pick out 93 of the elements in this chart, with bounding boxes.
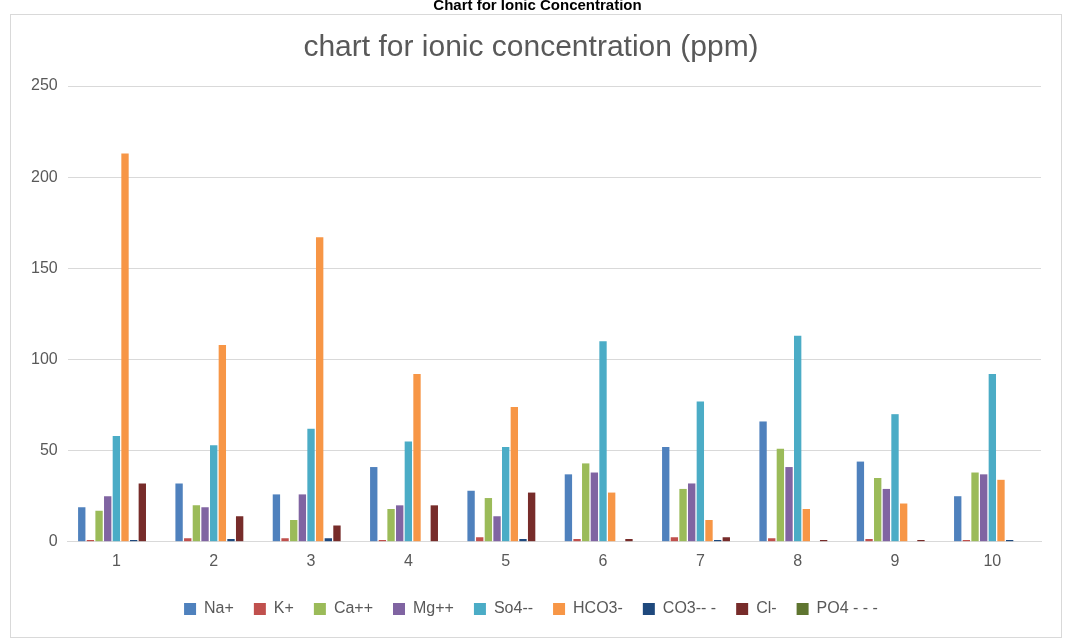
legend-label: PO4 - - - xyxy=(816,599,878,617)
bar xyxy=(988,374,997,542)
bar xyxy=(396,505,404,542)
y-tick-label: 200 xyxy=(30,167,58,185)
chart-subtitle: chart for ionic concentration (ppm) xyxy=(303,29,759,63)
bar xyxy=(785,467,793,542)
legend-label: CO3-- - xyxy=(662,599,717,617)
bar xyxy=(104,496,112,542)
bar xyxy=(696,401,705,542)
bar xyxy=(493,516,501,542)
bar xyxy=(794,335,802,542)
x-tick-label: 3 xyxy=(306,551,316,569)
y-tick-label: 50 xyxy=(39,441,58,459)
bar xyxy=(78,507,86,542)
bar xyxy=(476,537,484,542)
legend-label: HCO3- xyxy=(573,599,623,617)
bar xyxy=(201,507,209,542)
y-tick-label: 150 xyxy=(30,258,58,276)
bar xyxy=(625,539,633,542)
bar xyxy=(192,505,201,542)
bar xyxy=(272,494,281,542)
bar xyxy=(227,539,235,542)
bar xyxy=(662,446,670,542)
bar xyxy=(510,406,519,542)
bar xyxy=(290,519,298,542)
bar xyxy=(564,474,573,542)
bar xyxy=(112,436,121,542)
x-tick-label: 7 xyxy=(695,551,705,569)
bar xyxy=(316,237,324,542)
x-tick-label: 9 xyxy=(890,551,900,569)
bar xyxy=(688,483,696,542)
bar xyxy=(865,539,873,542)
legend-label: K+ xyxy=(273,599,294,617)
bar xyxy=(768,538,776,542)
x-tick-label: 6 xyxy=(598,551,608,569)
bar xyxy=(298,494,307,542)
bar xyxy=(467,490,475,542)
bar xyxy=(971,472,979,542)
legend-label: Cl- xyxy=(756,599,777,617)
bar xyxy=(430,505,438,542)
bar xyxy=(882,488,891,542)
x-tick-label: 5 xyxy=(501,551,511,569)
bar xyxy=(527,492,536,542)
bar xyxy=(235,516,244,542)
bar xyxy=(404,441,413,542)
y-tick-label: 250 xyxy=(30,76,58,94)
bar xyxy=(776,448,785,542)
bar xyxy=(175,483,183,542)
legend-label: Ca++ xyxy=(333,599,374,617)
bar xyxy=(607,492,616,542)
bar xyxy=(519,539,527,542)
bar xyxy=(679,488,687,542)
bar xyxy=(502,446,510,542)
bar xyxy=(722,537,730,542)
bar xyxy=(210,445,218,542)
legend-label: So4-- xyxy=(493,599,534,617)
bar xyxy=(590,472,599,542)
bar xyxy=(802,508,810,542)
bar xyxy=(413,374,421,542)
bar xyxy=(599,341,607,542)
x-tick-label: 2 xyxy=(209,551,219,569)
bar xyxy=(582,463,590,542)
bar xyxy=(121,153,129,542)
legend-label: Mg++ xyxy=(413,599,454,617)
x-tick-label: 10 xyxy=(983,551,1002,569)
bar xyxy=(874,477,882,542)
bar xyxy=(307,428,315,542)
bar xyxy=(705,519,713,542)
bar xyxy=(218,344,227,542)
bar xyxy=(95,510,103,542)
bar xyxy=(387,508,395,542)
bar xyxy=(759,421,767,542)
bar xyxy=(484,498,493,542)
x-tick-label: 8 xyxy=(793,551,803,569)
bar xyxy=(184,538,192,542)
y-tick-label: 100 xyxy=(30,349,58,367)
bar xyxy=(891,414,899,542)
legend-label: Na+ xyxy=(204,599,234,617)
bar xyxy=(138,483,146,542)
bar xyxy=(324,538,332,542)
x-tick-label: 4 xyxy=(403,551,413,569)
bar xyxy=(573,539,581,542)
bar xyxy=(670,537,679,542)
bar xyxy=(980,474,988,542)
bar xyxy=(333,525,341,542)
bar xyxy=(997,479,1005,542)
bar xyxy=(899,503,908,542)
bar xyxy=(281,538,289,542)
x-tick-label: 1 xyxy=(111,551,121,569)
bar xyxy=(370,467,378,542)
bar xyxy=(954,496,962,542)
y-tick-label: 0 xyxy=(48,532,58,550)
bar xyxy=(856,461,865,542)
